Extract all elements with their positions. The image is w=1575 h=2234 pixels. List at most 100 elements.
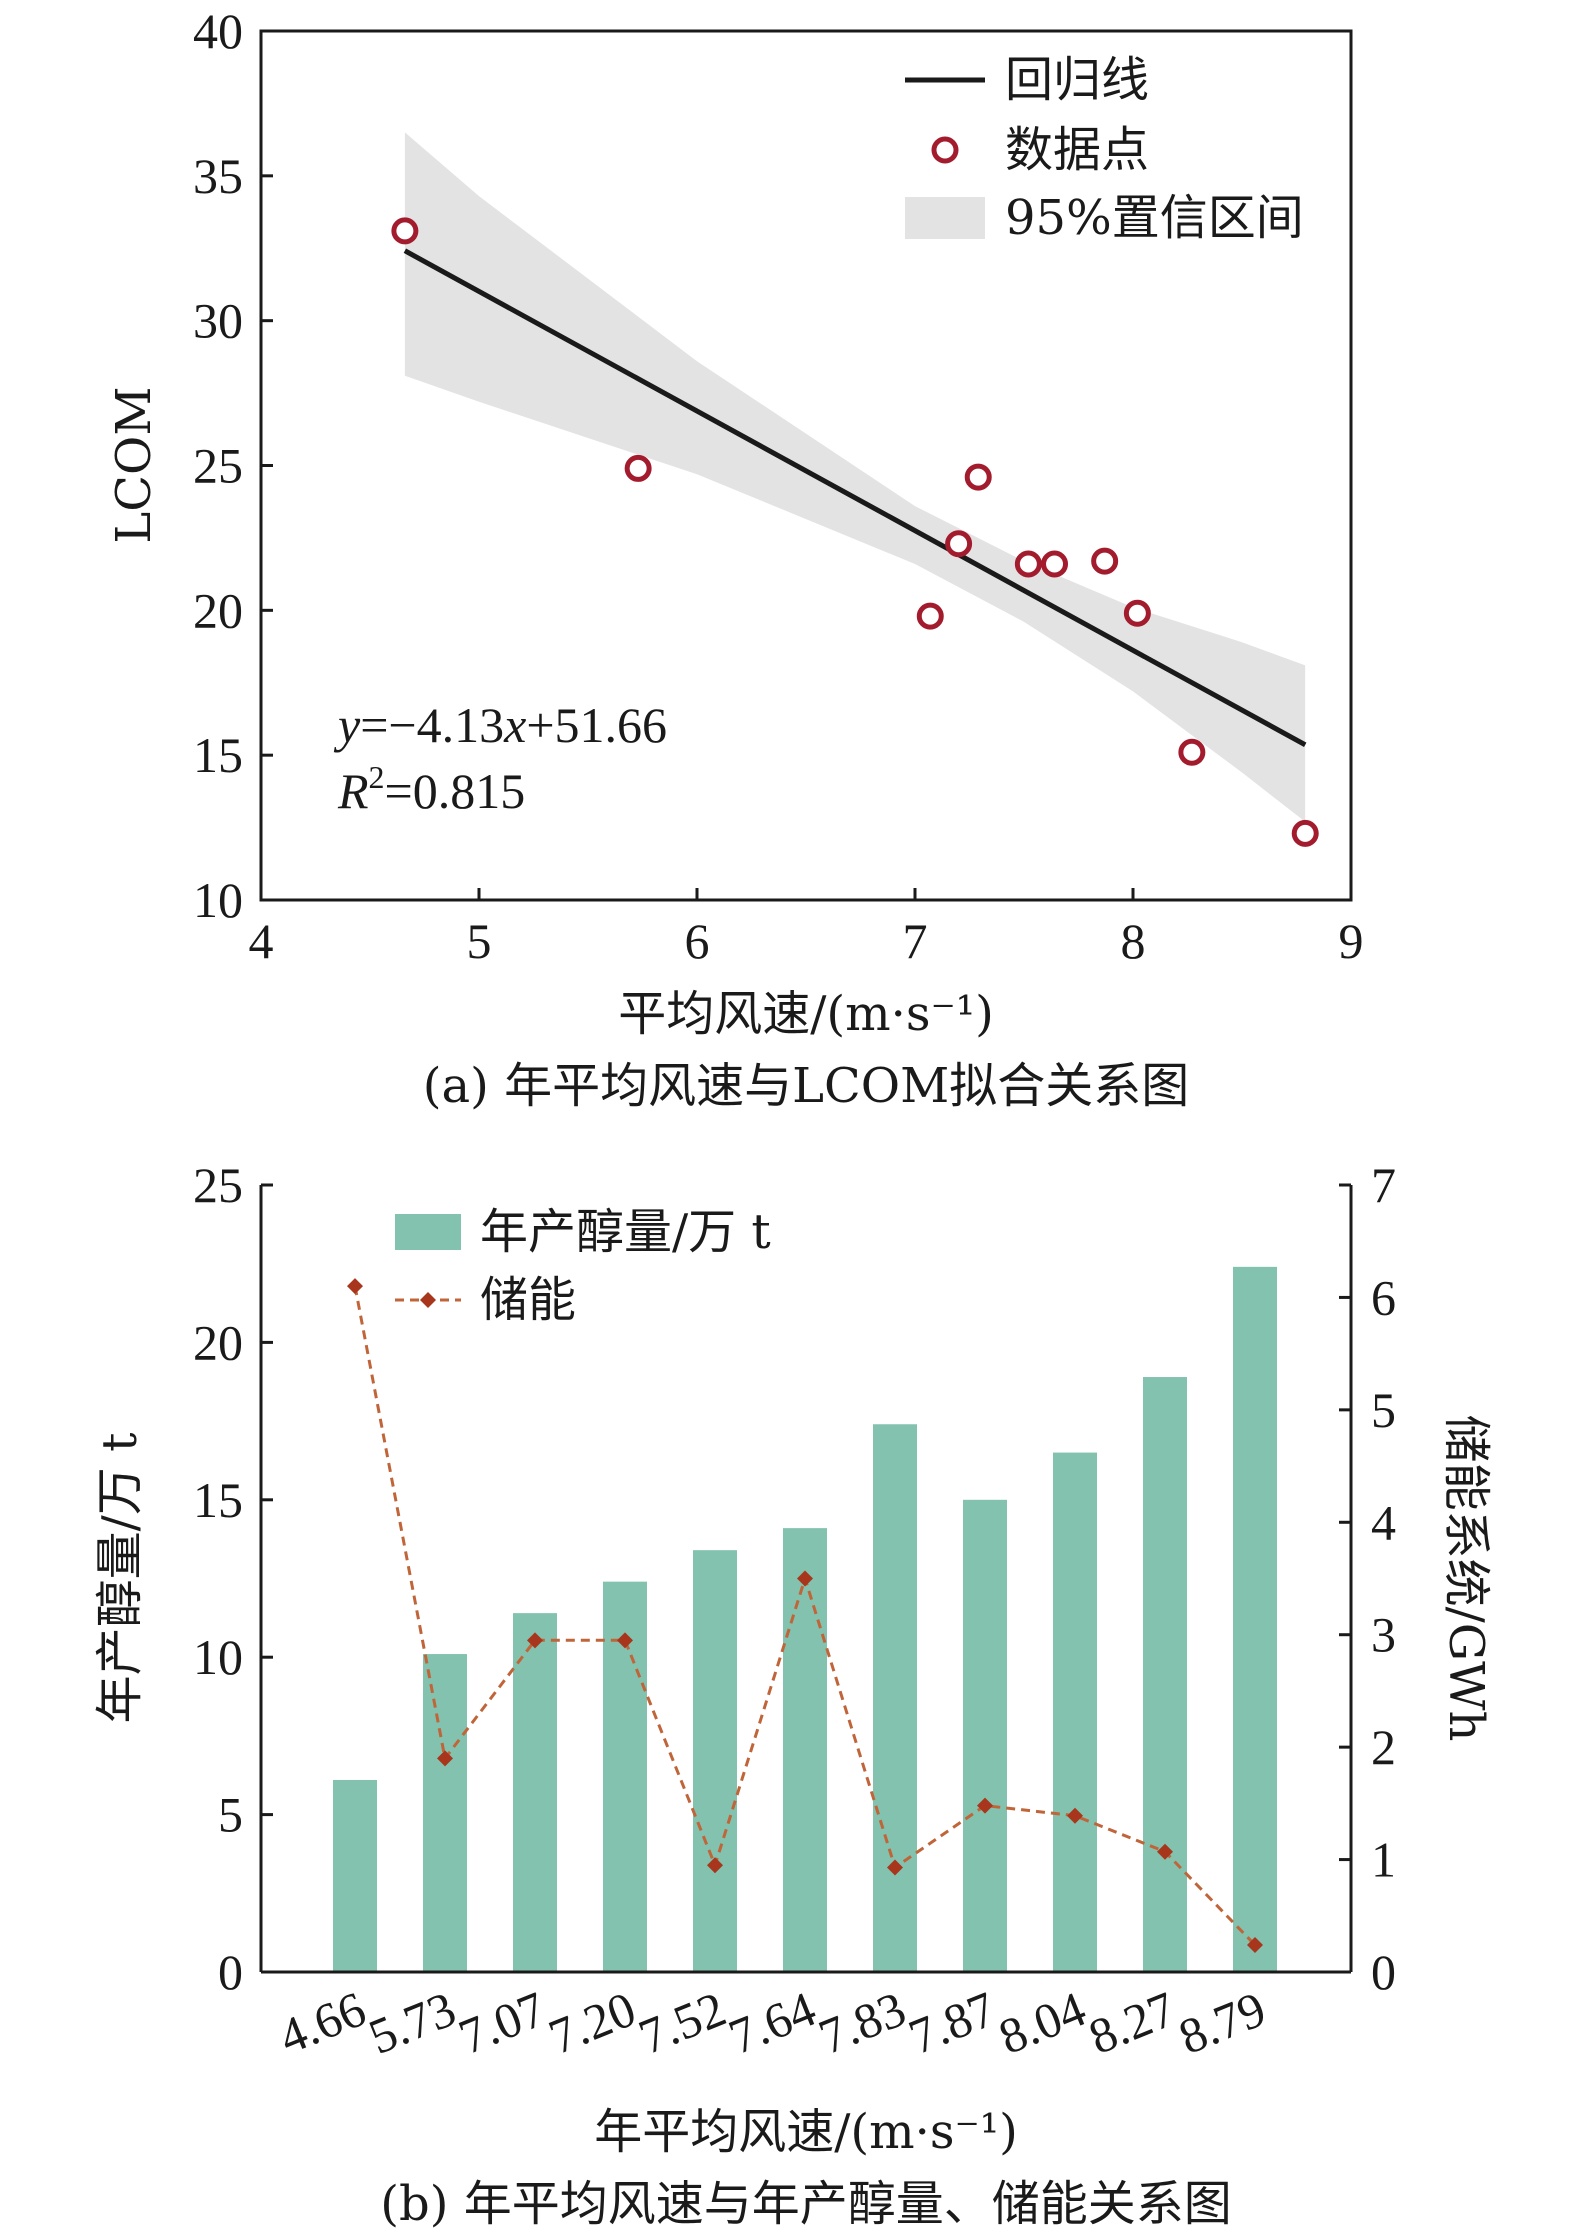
- y-tick-label: 15: [193, 727, 243, 783]
- x-axis-label-b: 年平均风速/(m·s⁻¹): [594, 2104, 1018, 2160]
- x-axis-a: 4 5 6 7 8 9: [249, 888, 1364, 969]
- bar: [783, 1528, 827, 1972]
- bar: [693, 1550, 737, 1972]
- data-point: [1091, 547, 1119, 575]
- storage-marker: [437, 1750, 453, 1767]
- x-tick-label: 7.07: [451, 1980, 553, 2065]
- bar: [333, 1779, 377, 1972]
- bar: [873, 1424, 917, 1972]
- storage-markers: [347, 1278, 1263, 1954]
- regression-equation: y=−4.13x+51.66: [333, 697, 667, 753]
- x-tick-label: 8.79: [1171, 1980, 1273, 2065]
- x-tick-label: 5: [467, 913, 492, 969]
- legend-regression-label: 回归线: [1005, 52, 1149, 108]
- storage-marker: [1157, 1843, 1173, 1860]
- x-axis-label-a: 平均风速/(m·s⁻¹): [618, 986, 994, 1042]
- x-tick-label: 4.66: [271, 1980, 373, 2065]
- legend-line-label: 储能: [480, 1272, 576, 1328]
- x-tick-label: 8: [1121, 913, 1146, 969]
- y-axis-right-b: 0 1 2 3 4 5 6 7: [1339, 1157, 1396, 2000]
- bar: [423, 1654, 467, 1972]
- storage-marker: [797, 1570, 813, 1587]
- storage-marker: [707, 1857, 723, 1874]
- data-point: [1041, 550, 1069, 578]
- panel-b-bar-line: 0 5 10 15 20 25 0 1 2 3 4 5 6 7 4.665.737.077.207.52…: [92, 1157, 1494, 2232]
- r-squared-value: =0.815: [385, 763, 526, 819]
- legend-points-label: 数据点: [1005, 122, 1149, 178]
- data-point: [391, 217, 419, 245]
- bar: [513, 1613, 557, 1972]
- y-tick-label: 20: [193, 1314, 243, 1370]
- storage-marker: [617, 1632, 633, 1649]
- data-point: [1123, 599, 1151, 627]
- y-tick-label: 40: [193, 3, 243, 59]
- bar: [1233, 1266, 1277, 1972]
- data-point: [945, 530, 973, 558]
- legend-bar-swatch: [395, 1214, 461, 1250]
- y2-tick-label: 5: [1371, 1382, 1396, 1438]
- y-tick-label: 30: [193, 293, 243, 349]
- r-squared: R2=0.815: [337, 759, 525, 819]
- legend-a: 回归线 数据点 95%置信区间: [905, 52, 1304, 246]
- data-point: [964, 463, 992, 491]
- caption-b: (b) 年平均风速与年产醇量、储能关系图: [380, 2176, 1231, 2232]
- r-squared-symbol: R: [337, 763, 369, 819]
- equation-intercept: +51.66: [526, 697, 667, 753]
- x-tick-label: 7.52: [631, 1980, 733, 2065]
- data-points: [391, 217, 1319, 847]
- equation-x-var: x: [503, 697, 526, 753]
- y-axis-left-b: 0 5 10 15 20 25: [193, 1157, 273, 2000]
- storage-marker: [977, 1797, 993, 1814]
- y-tick-label: 10: [193, 872, 243, 928]
- x-tick-label: 7: [903, 913, 928, 969]
- y-tick-label: 15: [193, 1472, 243, 1528]
- y-tick-label: 0: [218, 1944, 243, 2000]
- bars: [333, 1266, 1277, 1972]
- storage-marker: [1247, 1937, 1263, 1954]
- x-tick-label: 7.83: [811, 1980, 913, 2065]
- y-axis-a: 10 15 20 25 30 35 40: [193, 3, 273, 928]
- y-axis-label-a: LCOM: [106, 386, 162, 543]
- y-axis-label-left-b: 年产醇量/万 t: [92, 1433, 148, 1724]
- equation-y-var: y: [333, 697, 361, 753]
- data-point: [1291, 819, 1319, 847]
- y-tick-label: 10: [193, 1629, 243, 1685]
- regression-line: [403, 248, 1307, 748]
- bar: [1143, 1377, 1187, 1972]
- y-tick-label: 35: [193, 148, 243, 204]
- confidence-band: [404, 132, 1306, 822]
- y2-tick-label: 2: [1371, 1719, 1396, 1775]
- x-tick-label: 8.04: [991, 1980, 1093, 2065]
- legend-band-swatch: [905, 197, 985, 239]
- y2-tick-label: 3: [1371, 1607, 1396, 1663]
- r-squared-exponent: 2: [369, 759, 385, 795]
- y2-tick-label: 6: [1371, 1269, 1396, 1325]
- legend-b: 年产醇量/万 t 储能: [395, 1204, 771, 1328]
- y-tick-label: 25: [193, 1157, 243, 1213]
- y-tick-label: 5: [218, 1787, 243, 1843]
- caption-a: (a) 年平均风速与LCOM拟合关系图: [423, 1058, 1189, 1114]
- storage-marker: [527, 1632, 543, 1649]
- y2-tick-label: 7: [1371, 1157, 1396, 1213]
- x-tick-label: 7.64: [721, 1980, 823, 2065]
- data-point: [624, 454, 652, 482]
- bar: [1053, 1452, 1097, 1972]
- x-tick-label: 6: [685, 913, 710, 969]
- storage-marker: [887, 1859, 903, 1876]
- x-tick-label: 8.27: [1081, 1980, 1183, 2065]
- legend-marker-swatch: [420, 1292, 436, 1308]
- x-tick-label: 7.87: [901, 1980, 1003, 2065]
- legend-point-swatch: [931, 136, 959, 164]
- storage-marker: [347, 1278, 363, 1295]
- x-tick-label: 5.73: [361, 1980, 463, 2065]
- legend-bar-label: 年产醇量/万 t: [480, 1204, 771, 1260]
- x-tick-label: 9: [1339, 913, 1364, 969]
- data-point: [1178, 738, 1206, 766]
- y-tick-label: 20: [193, 582, 243, 638]
- y2-tick-label: 0: [1371, 1944, 1396, 2000]
- y2-tick-label: 1: [1371, 1832, 1396, 1888]
- y-axis-label-right-b: 储能系统/GWh: [1438, 1415, 1494, 1742]
- legend-band-label: 95%置信区间: [1005, 190, 1304, 246]
